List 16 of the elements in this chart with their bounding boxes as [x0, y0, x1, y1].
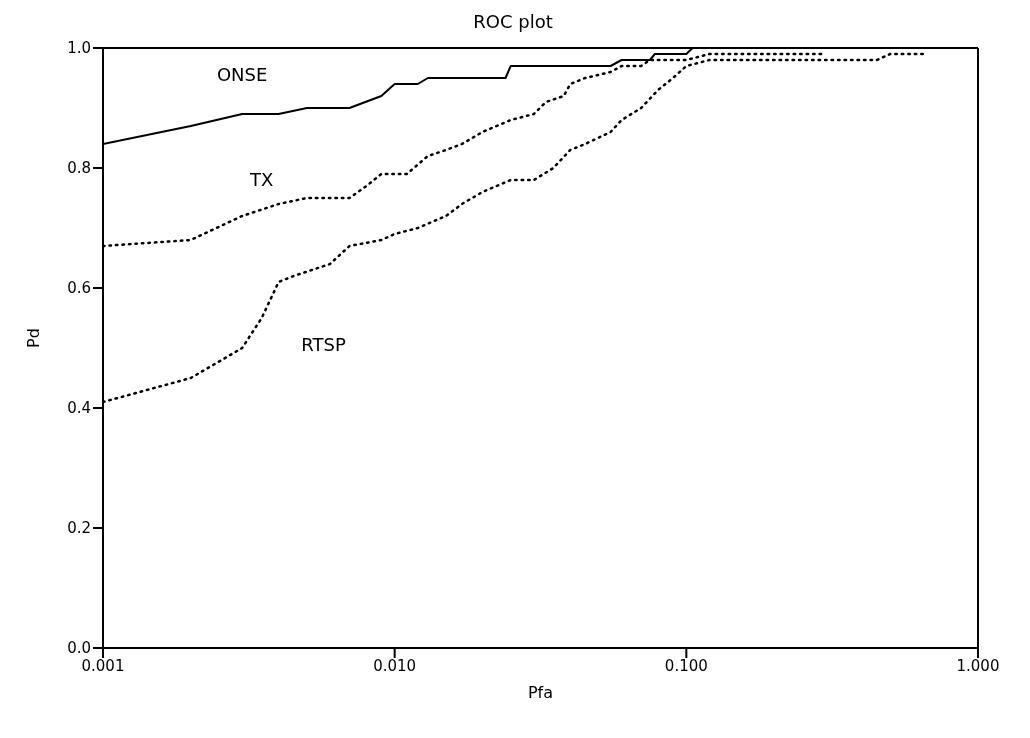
y-tick-label: 0.4: [67, 399, 91, 418]
text: RTSP: [301, 333, 346, 355]
x-axis-title: Pfa: [527, 683, 554, 702]
chart-title: ROC plot: [473, 11, 553, 32]
y-tick-label: 0.2: [67, 519, 91, 538]
y-tick-label: 0.6: [67, 279, 91, 298]
x-tick-label: 0.001: [81, 656, 125, 675]
x-tick-label: 1.000: [956, 656, 1000, 675]
y-tick-label: 0.8: [67, 159, 91, 178]
y-axis-title: Pd: [23, 328, 43, 348]
series-label: TX: [248, 168, 274, 190]
y-tick-label: 1.0: [67, 39, 91, 58]
series-label: ONSE: [216, 63, 268, 85]
x-tick-label: 0.100: [664, 656, 708, 675]
x-tick-label: 0.010: [373, 656, 417, 675]
y-tick-label: 0.0: [67, 639, 91, 658]
